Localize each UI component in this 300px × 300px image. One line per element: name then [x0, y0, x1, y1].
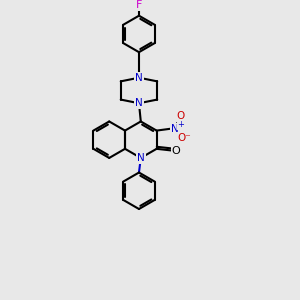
Text: N: N	[135, 73, 143, 83]
Text: N: N	[171, 124, 179, 134]
Text: O: O	[176, 111, 184, 121]
Text: +: +	[177, 120, 184, 129]
Text: N: N	[135, 98, 143, 108]
Text: O⁻: O⁻	[177, 133, 191, 143]
Text: N: N	[137, 153, 145, 163]
Text: F: F	[136, 0, 142, 10]
Text: O: O	[172, 146, 180, 156]
